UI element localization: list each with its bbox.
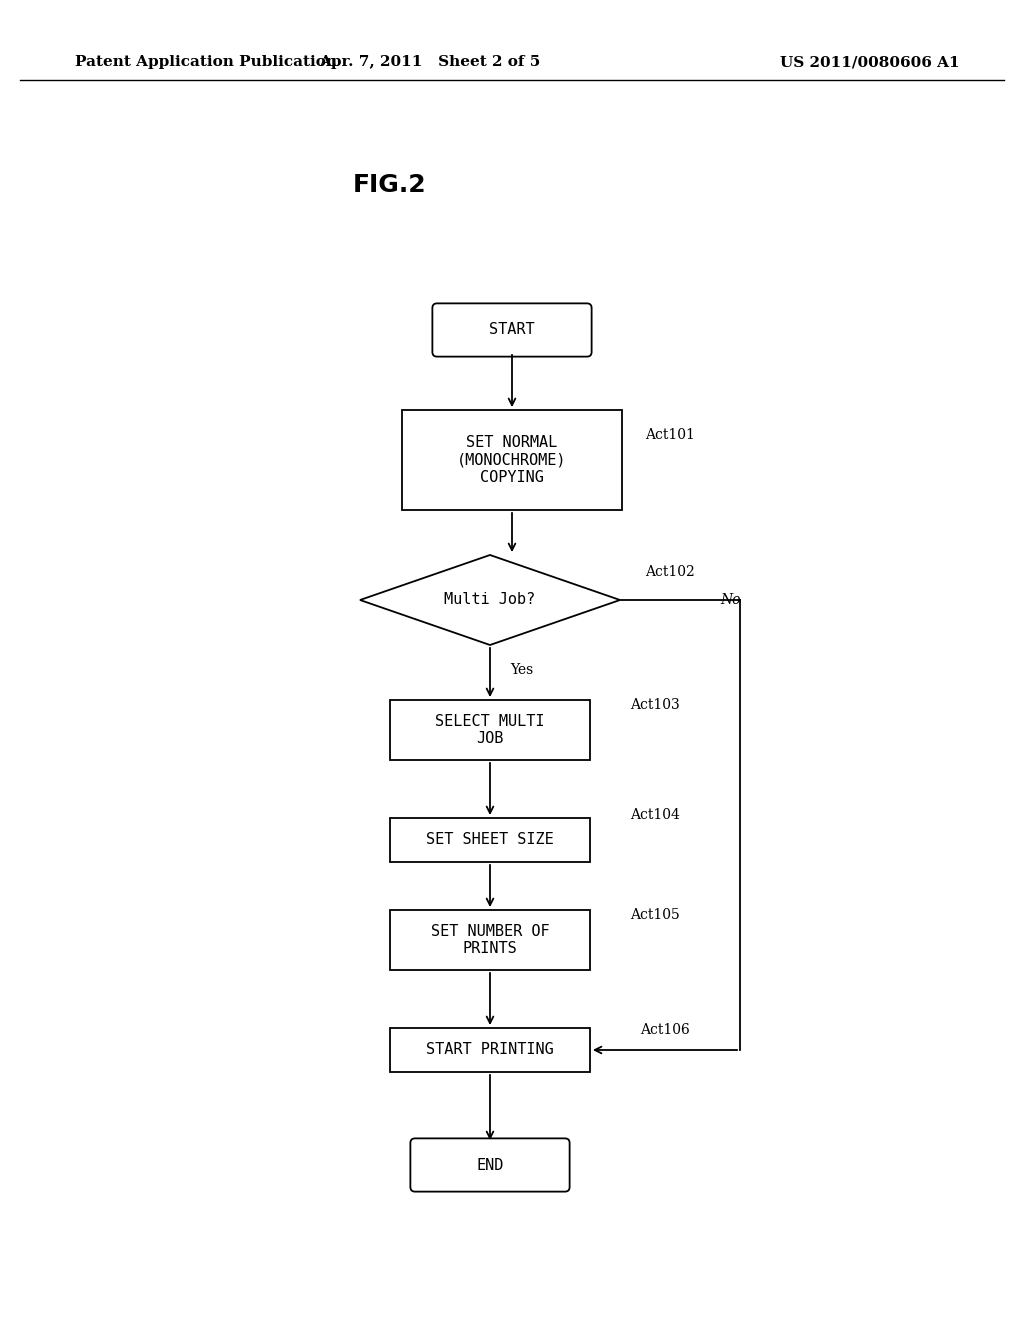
- Polygon shape: [360, 554, 620, 645]
- Text: Act105: Act105: [630, 908, 680, 921]
- Bar: [390, 700, 590, 760]
- Text: START: START: [489, 322, 535, 338]
- Text: Act104: Act104: [630, 808, 680, 822]
- Bar: [390, 1028, 590, 1072]
- Text: Act106: Act106: [640, 1023, 690, 1038]
- Text: SET SHEET SIZE: SET SHEET SIZE: [426, 833, 554, 847]
- Bar: [390, 909, 590, 970]
- Text: Apr. 7, 2011   Sheet 2 of 5: Apr. 7, 2011 Sheet 2 of 5: [319, 55, 541, 69]
- Text: Act101: Act101: [645, 428, 695, 442]
- Text: No: No: [720, 593, 740, 607]
- Bar: [402, 411, 622, 510]
- Text: END: END: [476, 1158, 504, 1172]
- Text: Yes: Yes: [510, 663, 534, 677]
- Text: US 2011/0080606 A1: US 2011/0080606 A1: [780, 55, 959, 69]
- Text: START PRINTING: START PRINTING: [426, 1043, 554, 1057]
- Text: SELECT MULTI
JOB: SELECT MULTI JOB: [435, 714, 545, 746]
- FancyBboxPatch shape: [411, 1138, 569, 1192]
- FancyBboxPatch shape: [432, 304, 592, 356]
- Text: SET NUMBER OF
PRINTS: SET NUMBER OF PRINTS: [431, 924, 549, 956]
- Text: Multi Job?: Multi Job?: [444, 593, 536, 607]
- Text: FIG.2: FIG.2: [353, 173, 427, 197]
- Bar: [390, 818, 590, 862]
- Text: Act102: Act102: [645, 565, 694, 579]
- Text: Act103: Act103: [630, 698, 680, 711]
- Text: Patent Application Publication: Patent Application Publication: [75, 55, 337, 69]
- Text: SET NORMAL
(MONOCHROME)
COPYING: SET NORMAL (MONOCHROME) COPYING: [458, 436, 566, 484]
